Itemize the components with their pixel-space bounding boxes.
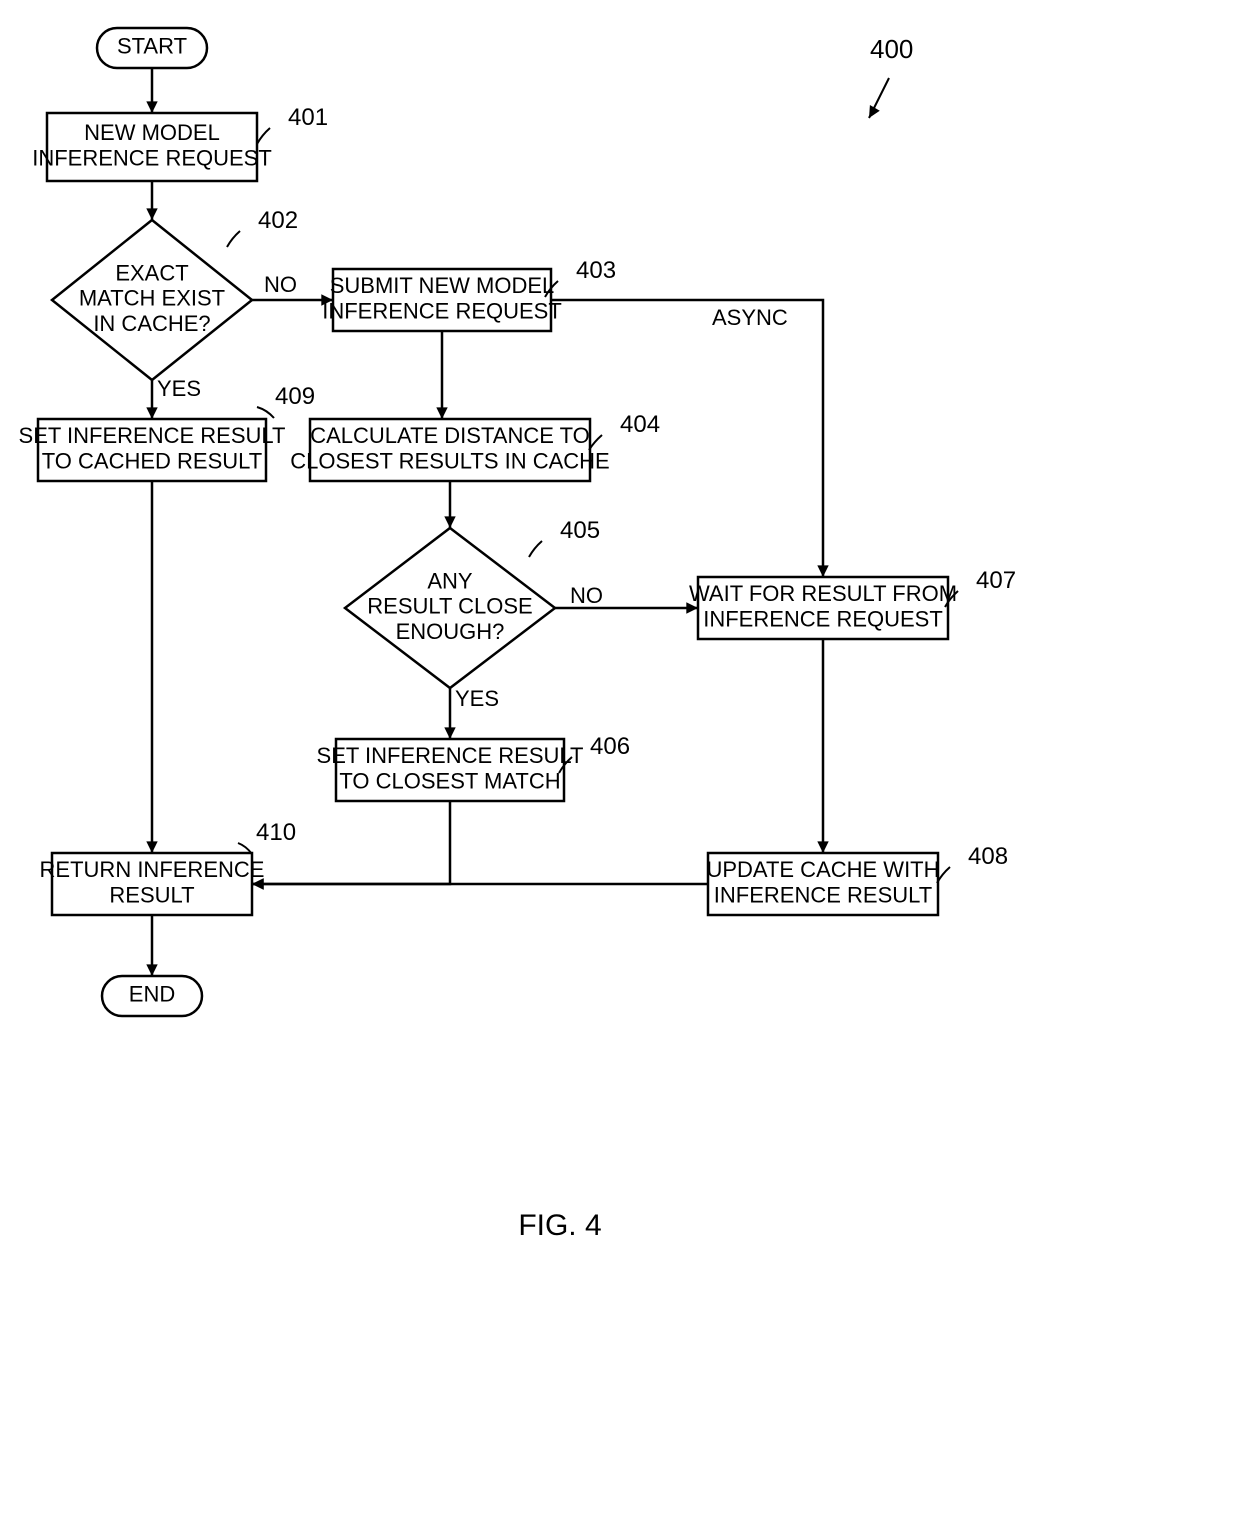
- node-n401-line1: INFERENCE REQUEST: [32, 145, 272, 170]
- ref-n404: 404: [620, 411, 660, 438]
- node-n402-line0: EXACT: [115, 260, 188, 285]
- node-n403-line0: SUBMIT NEW MODEL: [330, 273, 555, 298]
- node-n402-line2: IN CACHE?: [93, 311, 210, 336]
- ref-n407: 407: [976, 567, 1016, 594]
- node-n406-line0: SET INFERENCE RESULT: [317, 743, 584, 768]
- ref-hook-n402: [227, 231, 240, 247]
- node-n407-line0: WAIT FOR RESULT FROM: [689, 581, 957, 606]
- node-n402-line1: MATCH EXIST: [79, 286, 225, 311]
- ref-hook-n405: [529, 541, 542, 557]
- node-n406: SET INFERENCE RESULTTO CLOSEST MATCH: [317, 739, 584, 801]
- node-n403-line1: INFERENCE REQUEST: [322, 298, 562, 323]
- node-n408-line1: INFERENCE RESULT: [714, 882, 932, 907]
- node-n402: EXACTMATCH EXISTIN CACHE?: [52, 220, 252, 380]
- node-end: END: [102, 976, 202, 1016]
- node-n410-line0: RETURN INFERENCE: [40, 857, 265, 882]
- e-405-406-label: YES: [455, 686, 499, 711]
- node-n403: SUBMIT NEW MODELINFERENCE REQUEST: [322, 269, 562, 331]
- node-n410: RETURN INFERENCERESULT: [40, 853, 265, 915]
- e-402-409-label: YES: [157, 376, 201, 401]
- ref-n409: 409: [275, 383, 315, 410]
- node-n409-line1: TO CACHED RESULT: [42, 448, 262, 473]
- node-n404-line0: CALCULATE DISTANCE TO: [310, 423, 590, 448]
- e-405-407-label: NO: [570, 583, 603, 608]
- e-402-403-label: NO: [264, 272, 297, 297]
- ref-n408: 408: [968, 843, 1008, 870]
- node-n409: SET INFERENCE RESULTTO CACHED RESULT: [19, 419, 286, 481]
- figure-caption: FIG. 4: [518, 1209, 601, 1242]
- node-n404-line1: CLOSEST RESULTS IN CACHE: [290, 448, 609, 473]
- node-n405-line1: RESULT CLOSE: [367, 594, 532, 619]
- node-n407-line1: INFERENCE REQUEST: [703, 606, 943, 631]
- ref-hook-n409: [257, 407, 274, 418]
- ref-n401: 401: [288, 104, 328, 131]
- e-403-async-label: ASYNC: [712, 305, 788, 330]
- node-n407: WAIT FOR RESULT FROMINFERENCE REQUEST: [689, 577, 957, 639]
- ref-n406: 406: [590, 733, 630, 760]
- ref-n405: 405: [560, 517, 600, 544]
- ref-hook-n401: [257, 128, 270, 144]
- node-n405: ANYRESULT CLOSEENOUGH?: [345, 528, 555, 688]
- ref-n402: 402: [258, 207, 298, 234]
- node-start: START: [97, 28, 207, 68]
- ref-n403: 403: [576, 257, 616, 284]
- node-n408: UPDATE CACHE WITHINFERENCE RESULT: [706, 853, 939, 915]
- node-n406-line1: TO CLOSEST MATCH: [339, 768, 560, 793]
- node-n408-line0: UPDATE CACHE WITH: [706, 857, 939, 882]
- node-start-line0: START: [117, 34, 187, 59]
- node-n401-line0: NEW MODEL: [84, 120, 220, 145]
- node-n401: NEW MODELINFERENCE REQUEST: [32, 113, 272, 181]
- node-n404: CALCULATE DISTANCE TOCLOSEST RESULTS IN …: [290, 419, 609, 481]
- node-n405-line0: ANY: [427, 568, 473, 593]
- node-end-line0: END: [129, 982, 175, 1007]
- node-n410-line1: RESULT: [109, 882, 194, 907]
- ref-n410: 410: [256, 819, 296, 846]
- figure-number: 400: [870, 34, 913, 64]
- flowchart-canvas: YESNOYESNOASYNCSTARTNEW MODELINFERENCE R…: [0, 0, 1240, 1517]
- node-n409-line0: SET INFERENCE RESULT: [19, 423, 286, 448]
- node-n405-line2: ENOUGH?: [396, 619, 505, 644]
